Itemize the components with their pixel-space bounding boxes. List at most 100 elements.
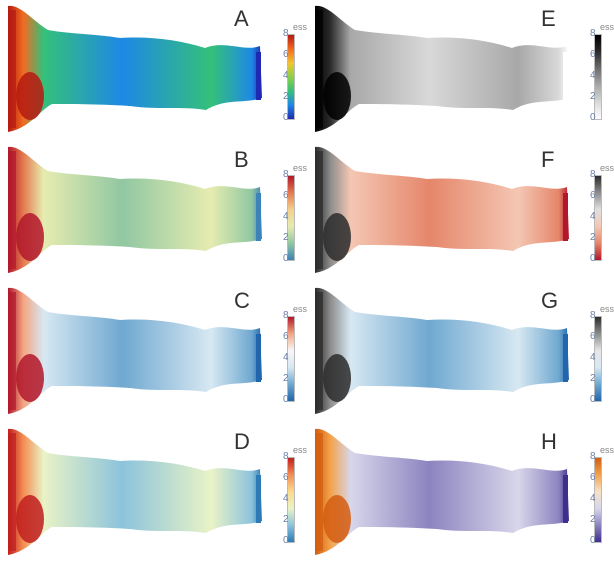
left-edge-region <box>8 151 16 269</box>
colorbar-tick-label: 6 <box>283 190 289 201</box>
colorbar <box>287 316 295 402</box>
colorbar-tick-label: 4 <box>590 352 596 363</box>
hot-region <box>16 495 44 543</box>
panel-letter: A <box>234 6 249 31</box>
colorbar <box>594 457 602 543</box>
colorbar-tick-label: 2 <box>590 373 596 384</box>
hot-region <box>323 213 351 261</box>
colorbar-title: ess <box>600 304 614 314</box>
colorbar <box>287 34 295 120</box>
right-edge-region <box>256 52 261 100</box>
field-image <box>315 428 569 555</box>
colorbar-tick-label: 0 <box>590 394 596 405</box>
right-edge-region <box>256 475 261 523</box>
left-edge-region <box>315 10 323 128</box>
colorbar-tick-label: 2 <box>590 91 596 102</box>
right-edge-region <box>563 52 568 100</box>
colorbar-tick-label: 2 <box>590 514 596 525</box>
panel-letter: D <box>234 429 250 454</box>
field-image <box>8 428 262 555</box>
colorbar-title: ess <box>293 163 308 173</box>
left-edge-region <box>8 292 16 410</box>
colorbar-tick-label: 4 <box>283 211 289 222</box>
colorbar-title: ess <box>600 445 614 455</box>
panel-letter: G <box>541 288 559 313</box>
colorbar-tick-label: 4 <box>283 493 289 504</box>
field-region <box>8 287 262 414</box>
colorbar-tick-label: 8 <box>283 451 289 462</box>
colorbar-tick-label: 6 <box>283 331 289 342</box>
colorbar <box>594 316 602 402</box>
colorbar-tick-label: 6 <box>283 472 289 483</box>
colorbar-tick-label: 6 <box>590 472 596 483</box>
colorbar-tick-label: 6 <box>590 190 596 201</box>
field-image <box>8 287 262 414</box>
right-edge-region <box>563 193 568 241</box>
colorbar-tick-label: 8 <box>283 169 289 180</box>
right-edge-region <box>563 475 568 523</box>
colorbar-title: ess <box>293 22 308 32</box>
colorbar-tick-label: 2 <box>283 514 289 525</box>
colorbar <box>287 175 295 261</box>
left-edge-region <box>8 10 16 128</box>
field-image <box>315 5 569 132</box>
panel-letter: B <box>234 147 249 172</box>
colorbar-tick-label: 0 <box>590 112 596 123</box>
field-region <box>315 146 569 273</box>
colorbar-title: ess <box>600 22 614 32</box>
colorbar-tick-label: 0 <box>283 112 289 123</box>
left-edge-region <box>8 433 16 551</box>
field-image <box>315 146 569 273</box>
field-region <box>315 5 569 132</box>
colorbar-tick-label: 8 <box>283 310 289 321</box>
field-region <box>8 5 262 132</box>
colorbar-tick-label: 2 <box>283 373 289 384</box>
colorbar-tick-label: 8 <box>590 451 596 462</box>
colorbar <box>594 34 602 120</box>
colorbar <box>287 457 295 543</box>
colorbar-tick-label: 4 <box>283 70 289 81</box>
colorbar-tick-label: 2 <box>283 232 289 243</box>
field-region <box>315 428 569 555</box>
colorbar-tick-label: 6 <box>590 49 596 60</box>
colorbar-tick-label: 6 <box>283 49 289 60</box>
field-image <box>8 5 262 132</box>
colorbar-tick-label: 0 <box>283 253 289 264</box>
colorbar-tick-label: 6 <box>590 331 596 342</box>
hot-region <box>323 354 351 402</box>
colorbar-tick-label: 4 <box>590 70 596 81</box>
colorbar-tick-label: 8 <box>590 28 596 39</box>
field-region <box>8 146 262 273</box>
colorbar-tick-label: 4 <box>590 493 596 504</box>
colorbar-title: ess <box>293 304 308 314</box>
left-edge-region <box>315 292 323 410</box>
hot-region <box>16 213 44 261</box>
colorbar <box>594 175 602 261</box>
colorbar-tick-label: 8 <box>283 28 289 39</box>
hot-region <box>323 72 351 120</box>
colorbar-tick-label: 0 <box>590 535 596 546</box>
hot-region <box>323 495 351 543</box>
right-edge-region <box>563 334 568 382</box>
colorbar-tick-label: 2 <box>283 91 289 102</box>
panel-letter: C <box>234 288 250 313</box>
right-edge-region <box>256 334 261 382</box>
panel-letter: H <box>541 429 557 454</box>
colorbar-tick-label: 8 <box>590 310 596 321</box>
colorbar-title: ess <box>293 445 308 455</box>
colorbar-tick-label: 4 <box>590 211 596 222</box>
hot-region <box>16 354 44 402</box>
field-region <box>8 428 262 555</box>
colorbar-tick-label: 8 <box>590 169 596 180</box>
field-region <box>315 287 569 414</box>
panel-letter: F <box>541 147 555 172</box>
colorbar-tick-label: 0 <box>283 394 289 405</box>
colorbar-tick-label: 0 <box>283 535 289 546</box>
colorbar-title: ess <box>600 163 614 173</box>
